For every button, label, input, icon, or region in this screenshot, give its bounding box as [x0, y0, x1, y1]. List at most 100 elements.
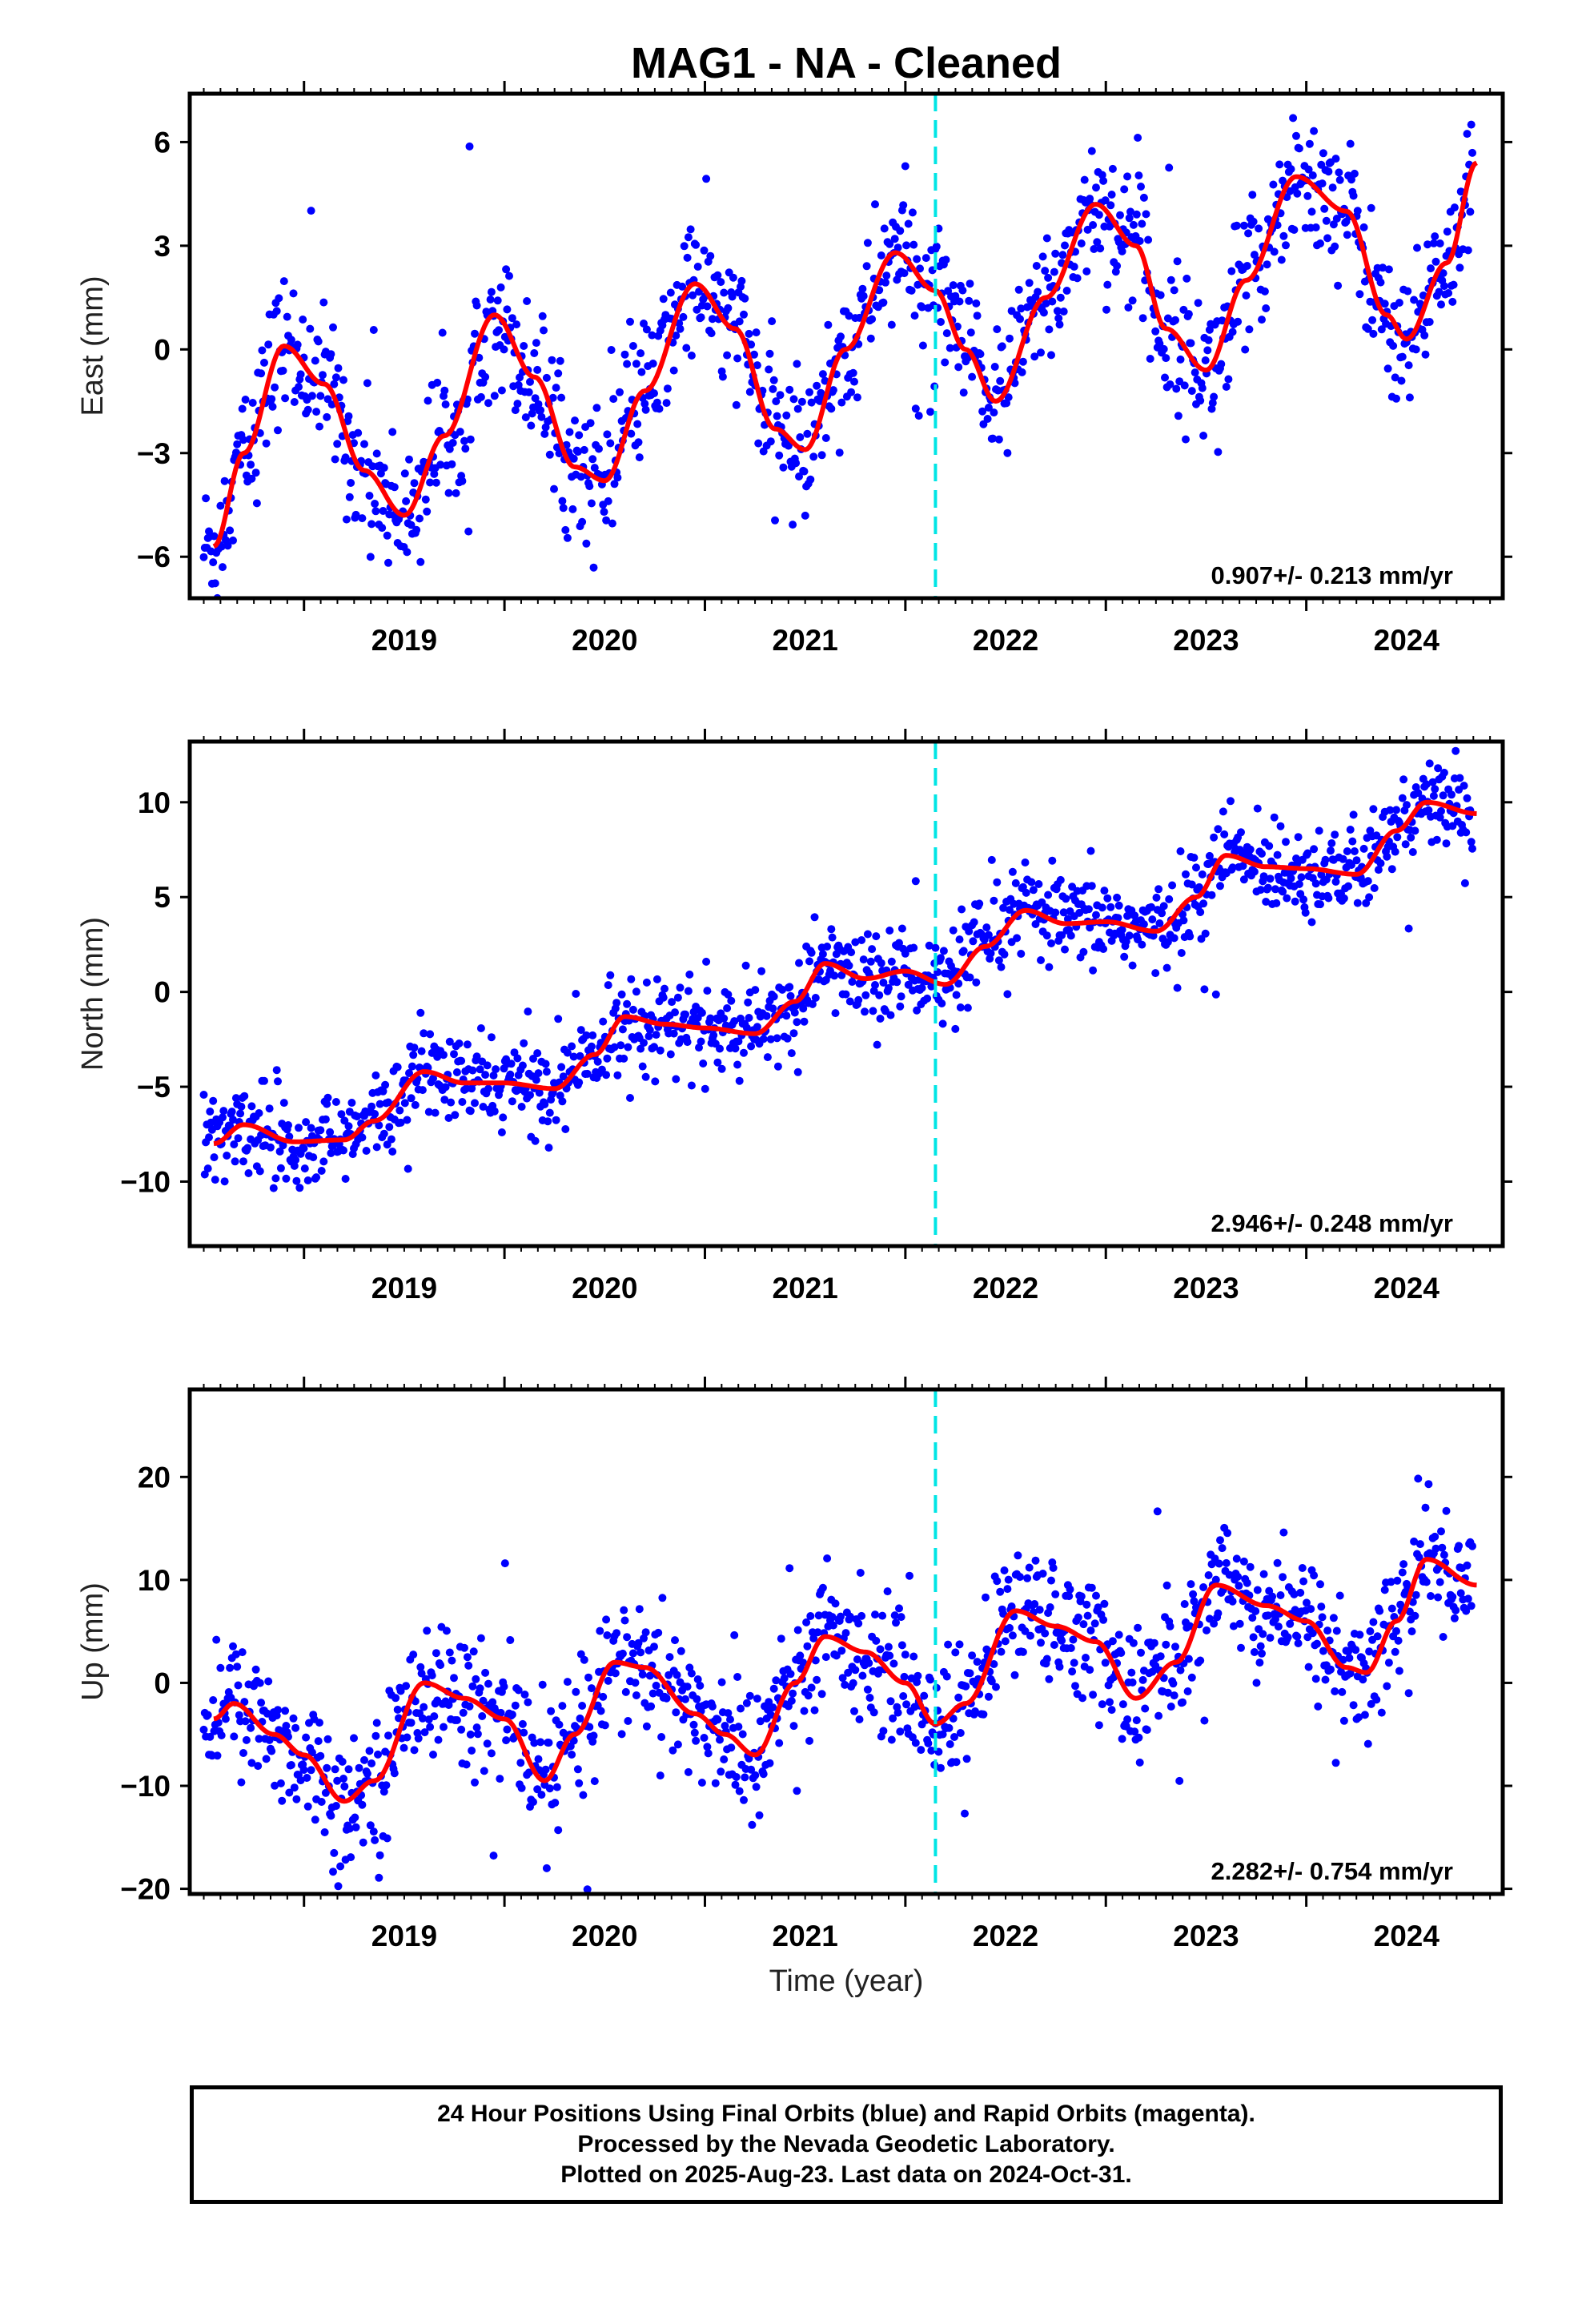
data-point [352, 1112, 361, 1121]
data-point [829, 1621, 837, 1630]
x-axis-label: Time (year) [769, 1964, 924, 1998]
data-point [865, 1694, 874, 1702]
data-point [896, 1002, 905, 1011]
data-point [1331, 155, 1340, 163]
data-point [966, 973, 974, 982]
data-point [1062, 895, 1070, 903]
data-point [984, 931, 993, 939]
data-point [1232, 221, 1241, 230]
data-point [418, 1086, 427, 1095]
data-point [257, 1699, 266, 1707]
x-tick-label: 2019 [371, 624, 437, 657]
data-point [800, 467, 809, 476]
data-point [1029, 886, 1038, 895]
x-tick-label: 2022 [973, 624, 1038, 657]
data-point [895, 939, 903, 947]
footer-line-3: Plotted on 2025-Aug-23. Last data on 202… [560, 2161, 1132, 2188]
data-point [396, 1687, 405, 1695]
data-point [837, 398, 846, 407]
data-point [1232, 1554, 1241, 1563]
data-point [265, 1735, 274, 1744]
data-point [611, 1669, 620, 1678]
data-point [1100, 1599, 1109, 1608]
y-axis-label: Up (mm) [76, 1582, 110, 1701]
data-point [703, 302, 712, 311]
data-point [379, 507, 387, 515]
data-point [468, 1084, 476, 1093]
data-point [1434, 764, 1443, 773]
data-point [668, 998, 677, 1007]
data-point [724, 1709, 733, 1718]
data-point [367, 1102, 376, 1111]
data-point [1439, 1550, 1448, 1559]
data-point [1210, 833, 1219, 842]
data-point [1464, 1594, 1472, 1603]
data-point [683, 1038, 692, 1047]
data-point [689, 291, 697, 300]
data-point [1175, 1776, 1184, 1785]
data-point [1253, 1586, 1262, 1594]
data-point [303, 1802, 312, 1811]
data-point [341, 453, 350, 462]
data-point [789, 521, 797, 529]
data-point [1353, 207, 1362, 215]
data-point [790, 1008, 799, 1017]
data-point [1295, 880, 1303, 888]
data-point [1383, 852, 1391, 861]
x-tick-label: 2020 [572, 1920, 637, 1952]
data-point [1322, 216, 1331, 225]
data-point [1424, 806, 1433, 814]
data-point [741, 1773, 749, 1782]
data-point [1319, 1647, 1327, 1655]
data-point [890, 235, 899, 243]
data-point [899, 201, 908, 210]
data-point [229, 1116, 237, 1124]
data-point [993, 1577, 1002, 1586]
data-point [478, 1712, 487, 1720]
data-point [1183, 1687, 1192, 1695]
data-point [1061, 945, 1069, 954]
data-point [917, 303, 926, 312]
data-point [1276, 1591, 1285, 1599]
data-point [410, 479, 419, 488]
data-point [1324, 167, 1333, 176]
data-point [946, 1740, 954, 1748]
data-point [1222, 1558, 1231, 1567]
data-point [531, 1136, 540, 1145]
data-point [1335, 175, 1344, 184]
data-point [803, 429, 812, 438]
data-point [568, 505, 577, 513]
data-point [350, 1734, 358, 1743]
data-point [583, 1069, 592, 1078]
data-point [1310, 127, 1319, 135]
data-point [1307, 918, 1316, 927]
data-point [307, 1766, 315, 1775]
data-point [565, 428, 574, 436]
x-tick-label: 2020 [572, 624, 637, 657]
data-point [708, 315, 717, 324]
data-point [323, 1100, 331, 1108]
data-point [316, 1751, 325, 1760]
data-point [1291, 897, 1299, 906]
data-point [410, 1746, 419, 1755]
data-point [623, 1633, 632, 1642]
data-point [358, 1133, 367, 1142]
data-point [1192, 863, 1200, 872]
data-point [878, 1611, 887, 1620]
data-point [1437, 1527, 1445, 1536]
data-point [418, 1714, 427, 1723]
data-point [279, 277, 288, 286]
data-point [1196, 396, 1205, 405]
data-point [247, 1723, 255, 1732]
chart-title: MAG1 - NA - Cleaned [631, 39, 1062, 87]
data-point [1318, 179, 1327, 188]
data-point [296, 1776, 305, 1785]
data-point [787, 1049, 796, 1058]
data-point [323, 1735, 332, 1743]
data-point [889, 1714, 897, 1723]
data-point [404, 1164, 412, 1173]
data-point [1256, 1642, 1265, 1651]
data-point [1101, 196, 1110, 205]
data-point [917, 983, 926, 992]
data-point [789, 1689, 797, 1698]
